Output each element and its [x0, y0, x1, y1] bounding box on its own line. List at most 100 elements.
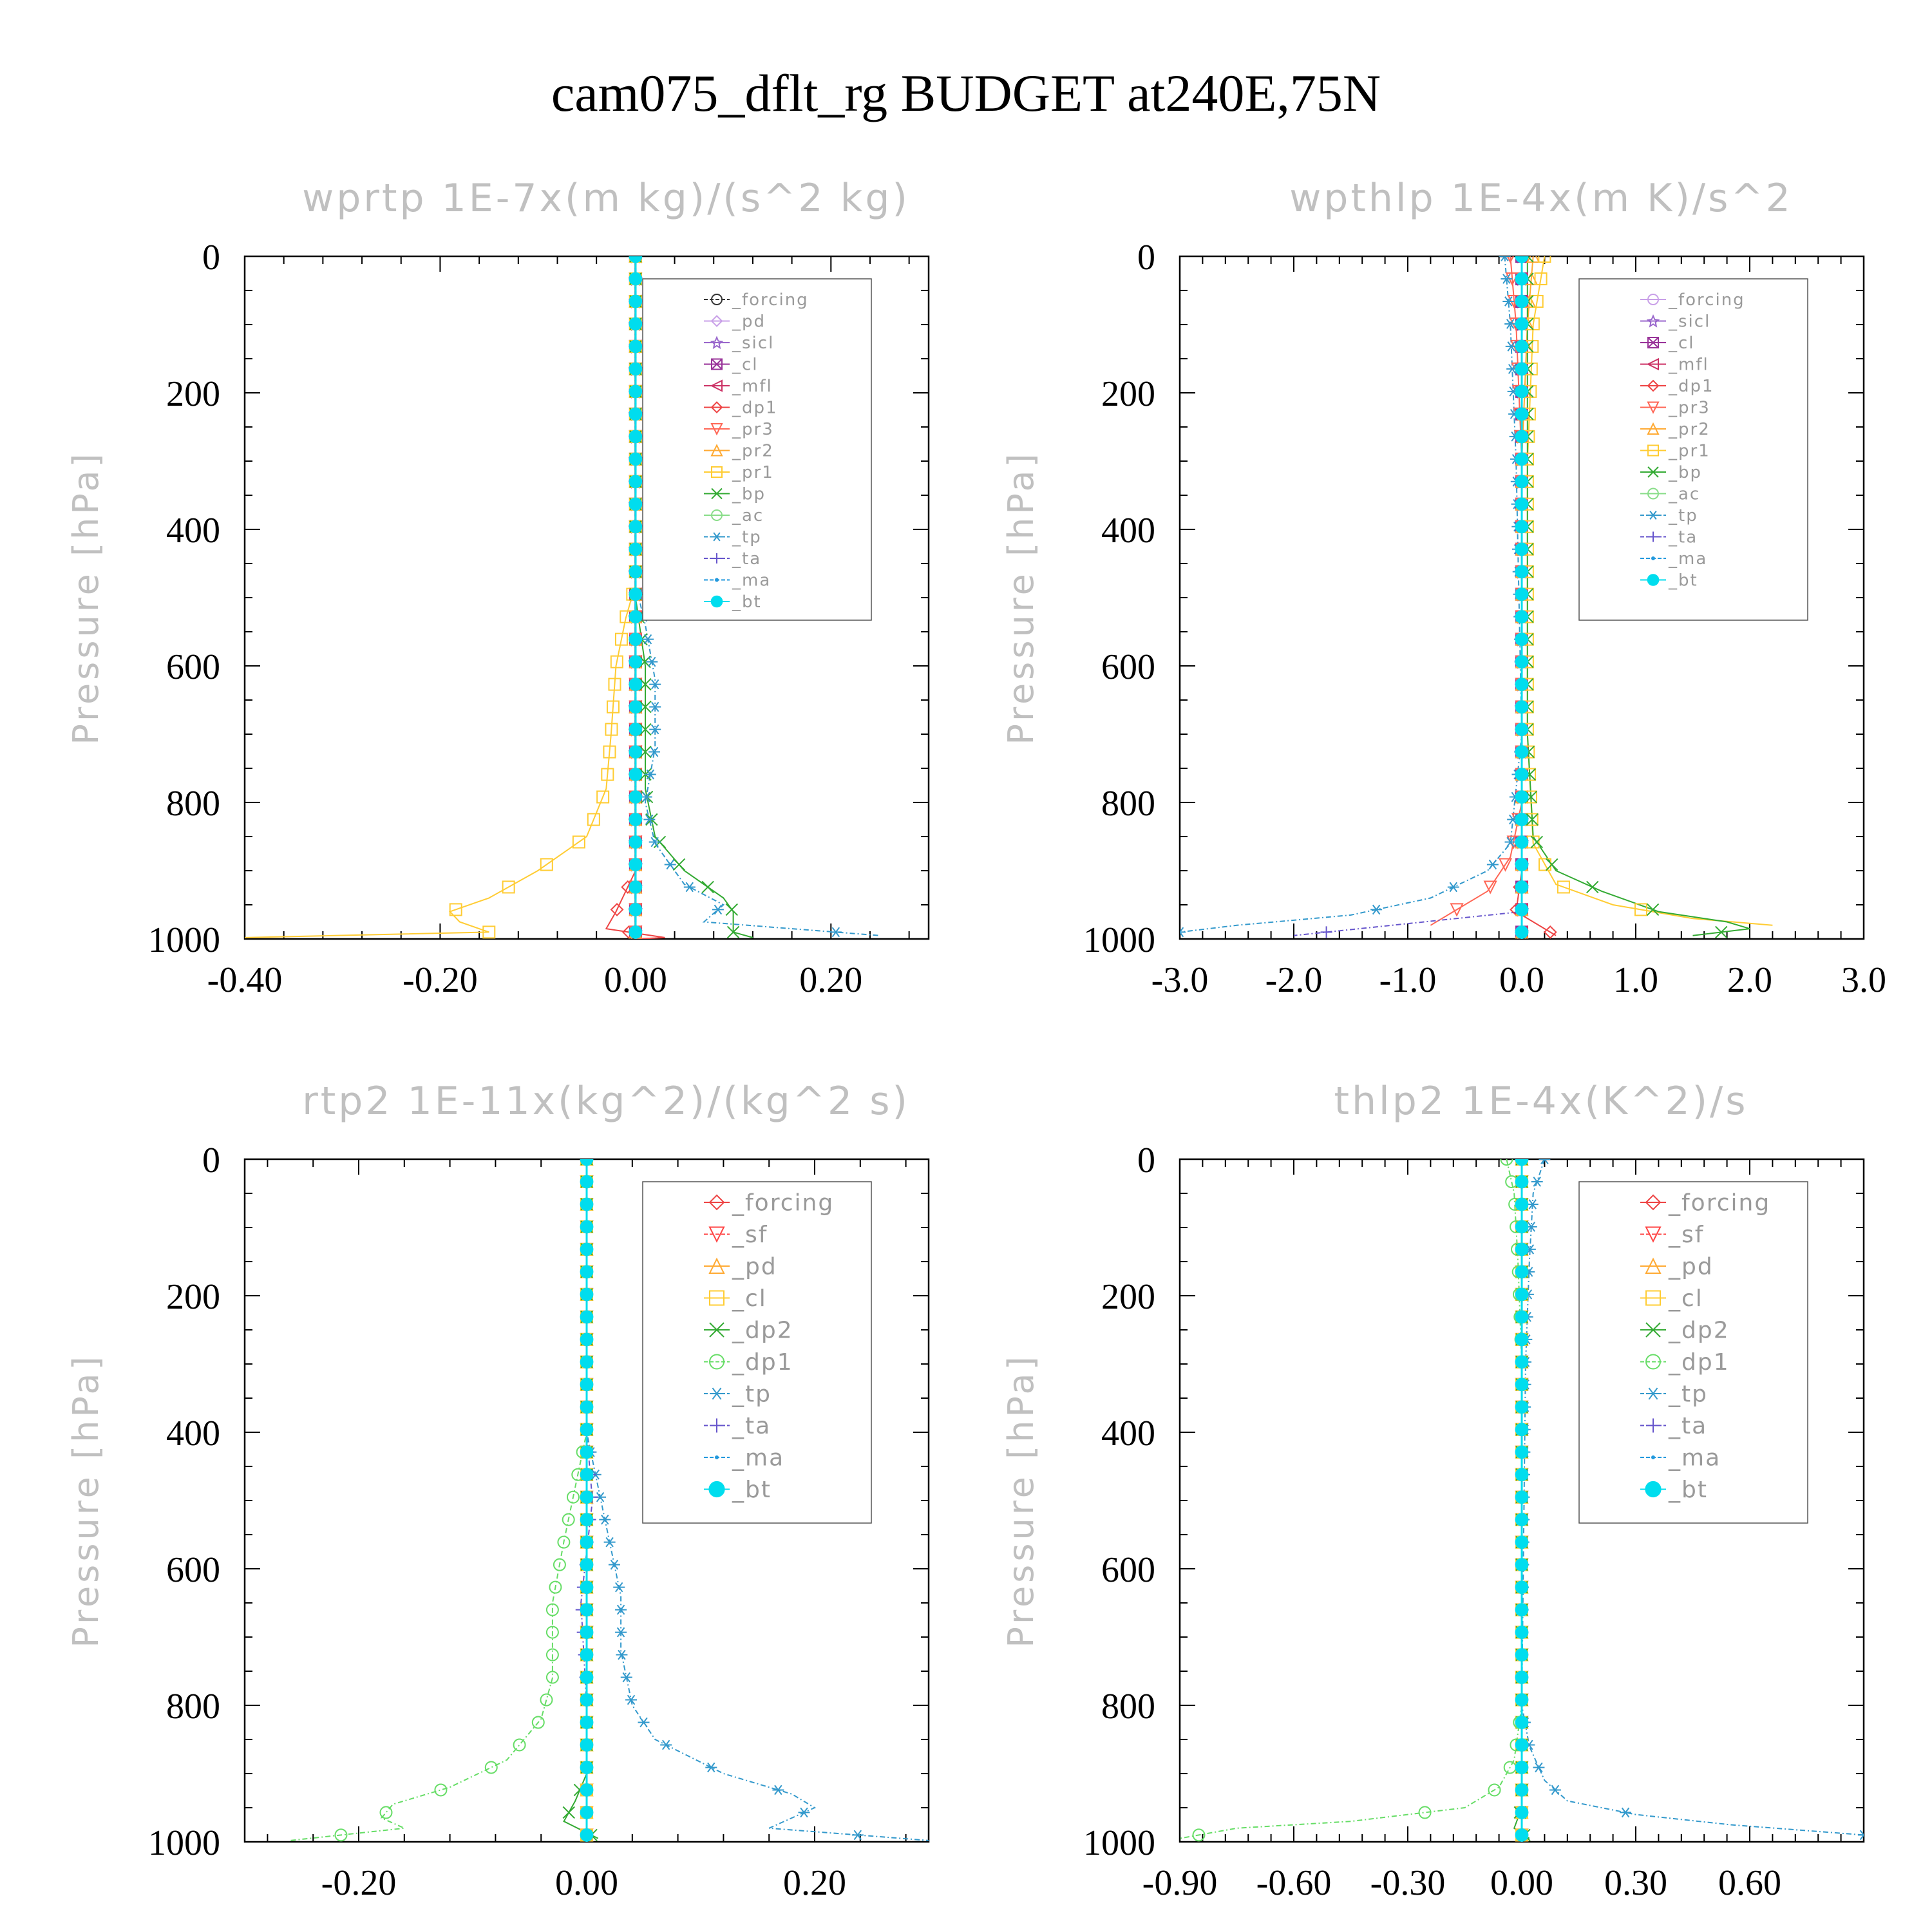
marker-circle [545, 1671, 559, 1684]
marker-filled-circle [629, 339, 643, 354]
y-tick-label: 200 [1101, 1277, 1155, 1317]
marker-filled-circle [629, 677, 643, 692]
marker-x [1586, 880, 1599, 894]
x-tick-label: 0.00 [604, 960, 667, 1000]
legend-label: _cl [732, 1285, 767, 1312]
series-line-tp [634, 256, 880, 936]
marker-triangle-down [1450, 903, 1464, 917]
legend-label: _pr3 [732, 420, 774, 439]
marker-filled-circle [580, 1468, 594, 1482]
marker-square [608, 677, 621, 691]
marker-filled-circle [580, 1220, 594, 1234]
marker-square-x [1647, 337, 1659, 348]
marker-circle [566, 1490, 580, 1504]
marker-filled-circle [1515, 1265, 1529, 1279]
marker-filled-circle [1515, 745, 1529, 759]
y-tick-label: 800 [1101, 784, 1155, 824]
marker-circle [545, 1625, 559, 1639]
marker-circle [711, 294, 723, 305]
marker-plus [712, 553, 722, 564]
marker-asterisk [1370, 904, 1383, 915]
marker-filled-circle [580, 1716, 594, 1729]
marker-asterisk [1504, 837, 1517, 848]
marker-x [1646, 903, 1660, 916]
marker-filled-circle [629, 256, 643, 263]
legend-label: _dp1 [732, 1349, 793, 1376]
marker-plus [1320, 926, 1332, 938]
marker-filled-circle [1515, 475, 1529, 489]
marker-square [1538, 256, 1551, 263]
marker-circle [1647, 294, 1659, 305]
marker-plus [1648, 531, 1658, 542]
legend-label: _sf [732, 1222, 768, 1248]
marker-x [562, 1806, 575, 1819]
x-tick-label: -3.0 [1151, 960, 1209, 1000]
marker-diamond [610, 903, 624, 916]
marker-filled-circle [1515, 1693, 1529, 1707]
marker-diamond [710, 401, 723, 413]
marker-plus [1646, 1418, 1660, 1433]
marker-filled-circle [580, 1332, 594, 1347]
y-tick-label: 1000 [1083, 920, 1155, 960]
legend-label: _cl [1668, 1285, 1703, 1312]
marker-filled-circle [1515, 858, 1529, 871]
legend-label: _forcing [732, 1190, 834, 1217]
x-tick-label: 0.00 [555, 1863, 618, 1903]
marker-x [639, 700, 652, 714]
marker-square [596, 790, 610, 804]
marker-filled-circle [708, 1481, 725, 1498]
marker-x [1647, 466, 1659, 478]
legend-label: _pr2 [1668, 420, 1710, 439]
legend-label: _mfl [1668, 355, 1709, 375]
marker-diamond [1647, 379, 1660, 392]
y-tick-label: 400 [166, 1414, 220, 1454]
legend-label: _ta [732, 1413, 771, 1439]
marker-filled-circle [1515, 1738, 1529, 1752]
marker-asterisk [640, 791, 652, 802]
y-tick-label: 800 [1101, 1687, 1155, 1727]
marker-filled-circle [580, 1580, 594, 1595]
marker-square [449, 903, 462, 916]
x-tick-label: 0.00 [1490, 1863, 1553, 1903]
marker-circle [1418, 1806, 1432, 1819]
marker-circle [709, 1354, 724, 1370]
marker-filled-circle [1515, 317, 1529, 331]
marker-circle [513, 1738, 526, 1752]
panel-title: wpthlp 1E-4x(m K)/s^2 [1289, 176, 1793, 221]
marker-filled-circle [1515, 1175, 1529, 1189]
marker-x [1530, 835, 1544, 849]
series-markers-bt [1515, 1159, 1529, 1842]
series-line-bp [634, 256, 753, 938]
marker-filled-circle [1515, 1242, 1529, 1256]
marker-square [482, 925, 496, 939]
chart-panel-2: wpthlp 1E-4x(m K)/s^2 Pressure [hPa] 0 200 4… [1001, 176, 1886, 1000]
series-group [1180, 1159, 1864, 1842]
marker-filled-circle [580, 1400, 594, 1414]
legend-label: _tp [732, 528, 762, 547]
marker-circle [379, 1806, 393, 1819]
marker-filled-circle [1515, 1445, 1529, 1459]
marker-filled-circle [580, 1265, 594, 1279]
marker-asterisk [705, 1762, 717, 1773]
marker-filled-circle [1515, 1287, 1529, 1302]
x-tick-label: 3.0 [1841, 960, 1886, 1000]
series-markers-dp1 [1192, 1159, 1528, 1842]
marker-filled-circle [1647, 574, 1660, 586]
marker-filled-circle [1515, 1159, 1529, 1166]
marker-filled-circle [1515, 1310, 1529, 1324]
marker-filled-circle [1515, 294, 1529, 308]
legend-label: _mfl [732, 377, 773, 396]
legend-label: _pd [732, 1254, 777, 1280]
x-tick-label: -0.20 [402, 960, 478, 1000]
marker-asterisk [1531, 1177, 1543, 1187]
marker-filled-circle [580, 1625, 594, 1639]
marker-triangle-left [1646, 357, 1659, 371]
legend-label: _ac [1668, 485, 1700, 504]
figure-title: cam075_dflt_rg BUDGET at240E,75N [551, 64, 1381, 122]
marker-filled-circle [1515, 655, 1529, 669]
marker-filled-circle [1515, 835, 1529, 849]
series-line-pr3 [1430, 256, 1522, 926]
marker-filled-circle [580, 1445, 594, 1459]
marker-filled-circle [580, 1159, 594, 1166]
